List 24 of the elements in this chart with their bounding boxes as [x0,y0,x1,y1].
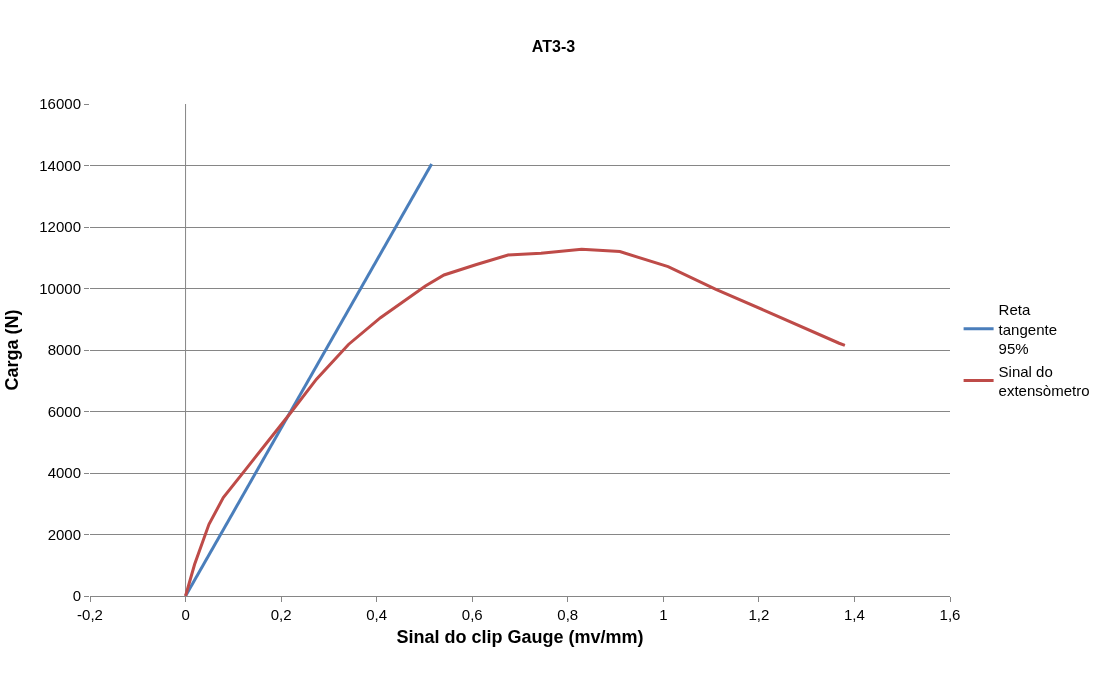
chart-title: AT3-3 [531,38,576,56]
y-tick-label: 4000 [47,464,81,482]
x-tick-label: 0,8 [557,606,579,623]
y-tick-label: 14000 [39,156,81,174]
x-tick-label: 0,2 [270,606,292,623]
x-tick-label: -0,2 [77,606,103,623]
x-tick-label: 0,6 [461,606,483,623]
y-tick-label: 6000 [47,402,81,420]
legend-label: Sinal do extensòmetro [998,362,1090,400]
x-tick-label: 1 [659,606,668,623]
x-tick-label: 1,2 [748,606,770,623]
legend-label: Reta tangente 95% [998,301,1057,358]
x-axis-title: Sinal do clip Gauge (mv/mm) [396,627,644,648]
x-tick-label: 1,4 [844,606,865,623]
y-tick-label: 2000 [47,525,81,543]
y-tick-label: 8000 [47,341,81,359]
y-tick-label: 16000 [39,95,81,113]
y-tick-label: 10000 [39,279,81,297]
y-tick-label: 12000 [39,218,81,236]
y-axis-title: Carga (N) [2,309,23,391]
x-tick-label: 0,4 [366,606,388,623]
x-tick-label: 1,6 [939,606,961,623]
y-tick-label: 0 [72,587,81,605]
x-tick-label: 0 [181,606,190,623]
